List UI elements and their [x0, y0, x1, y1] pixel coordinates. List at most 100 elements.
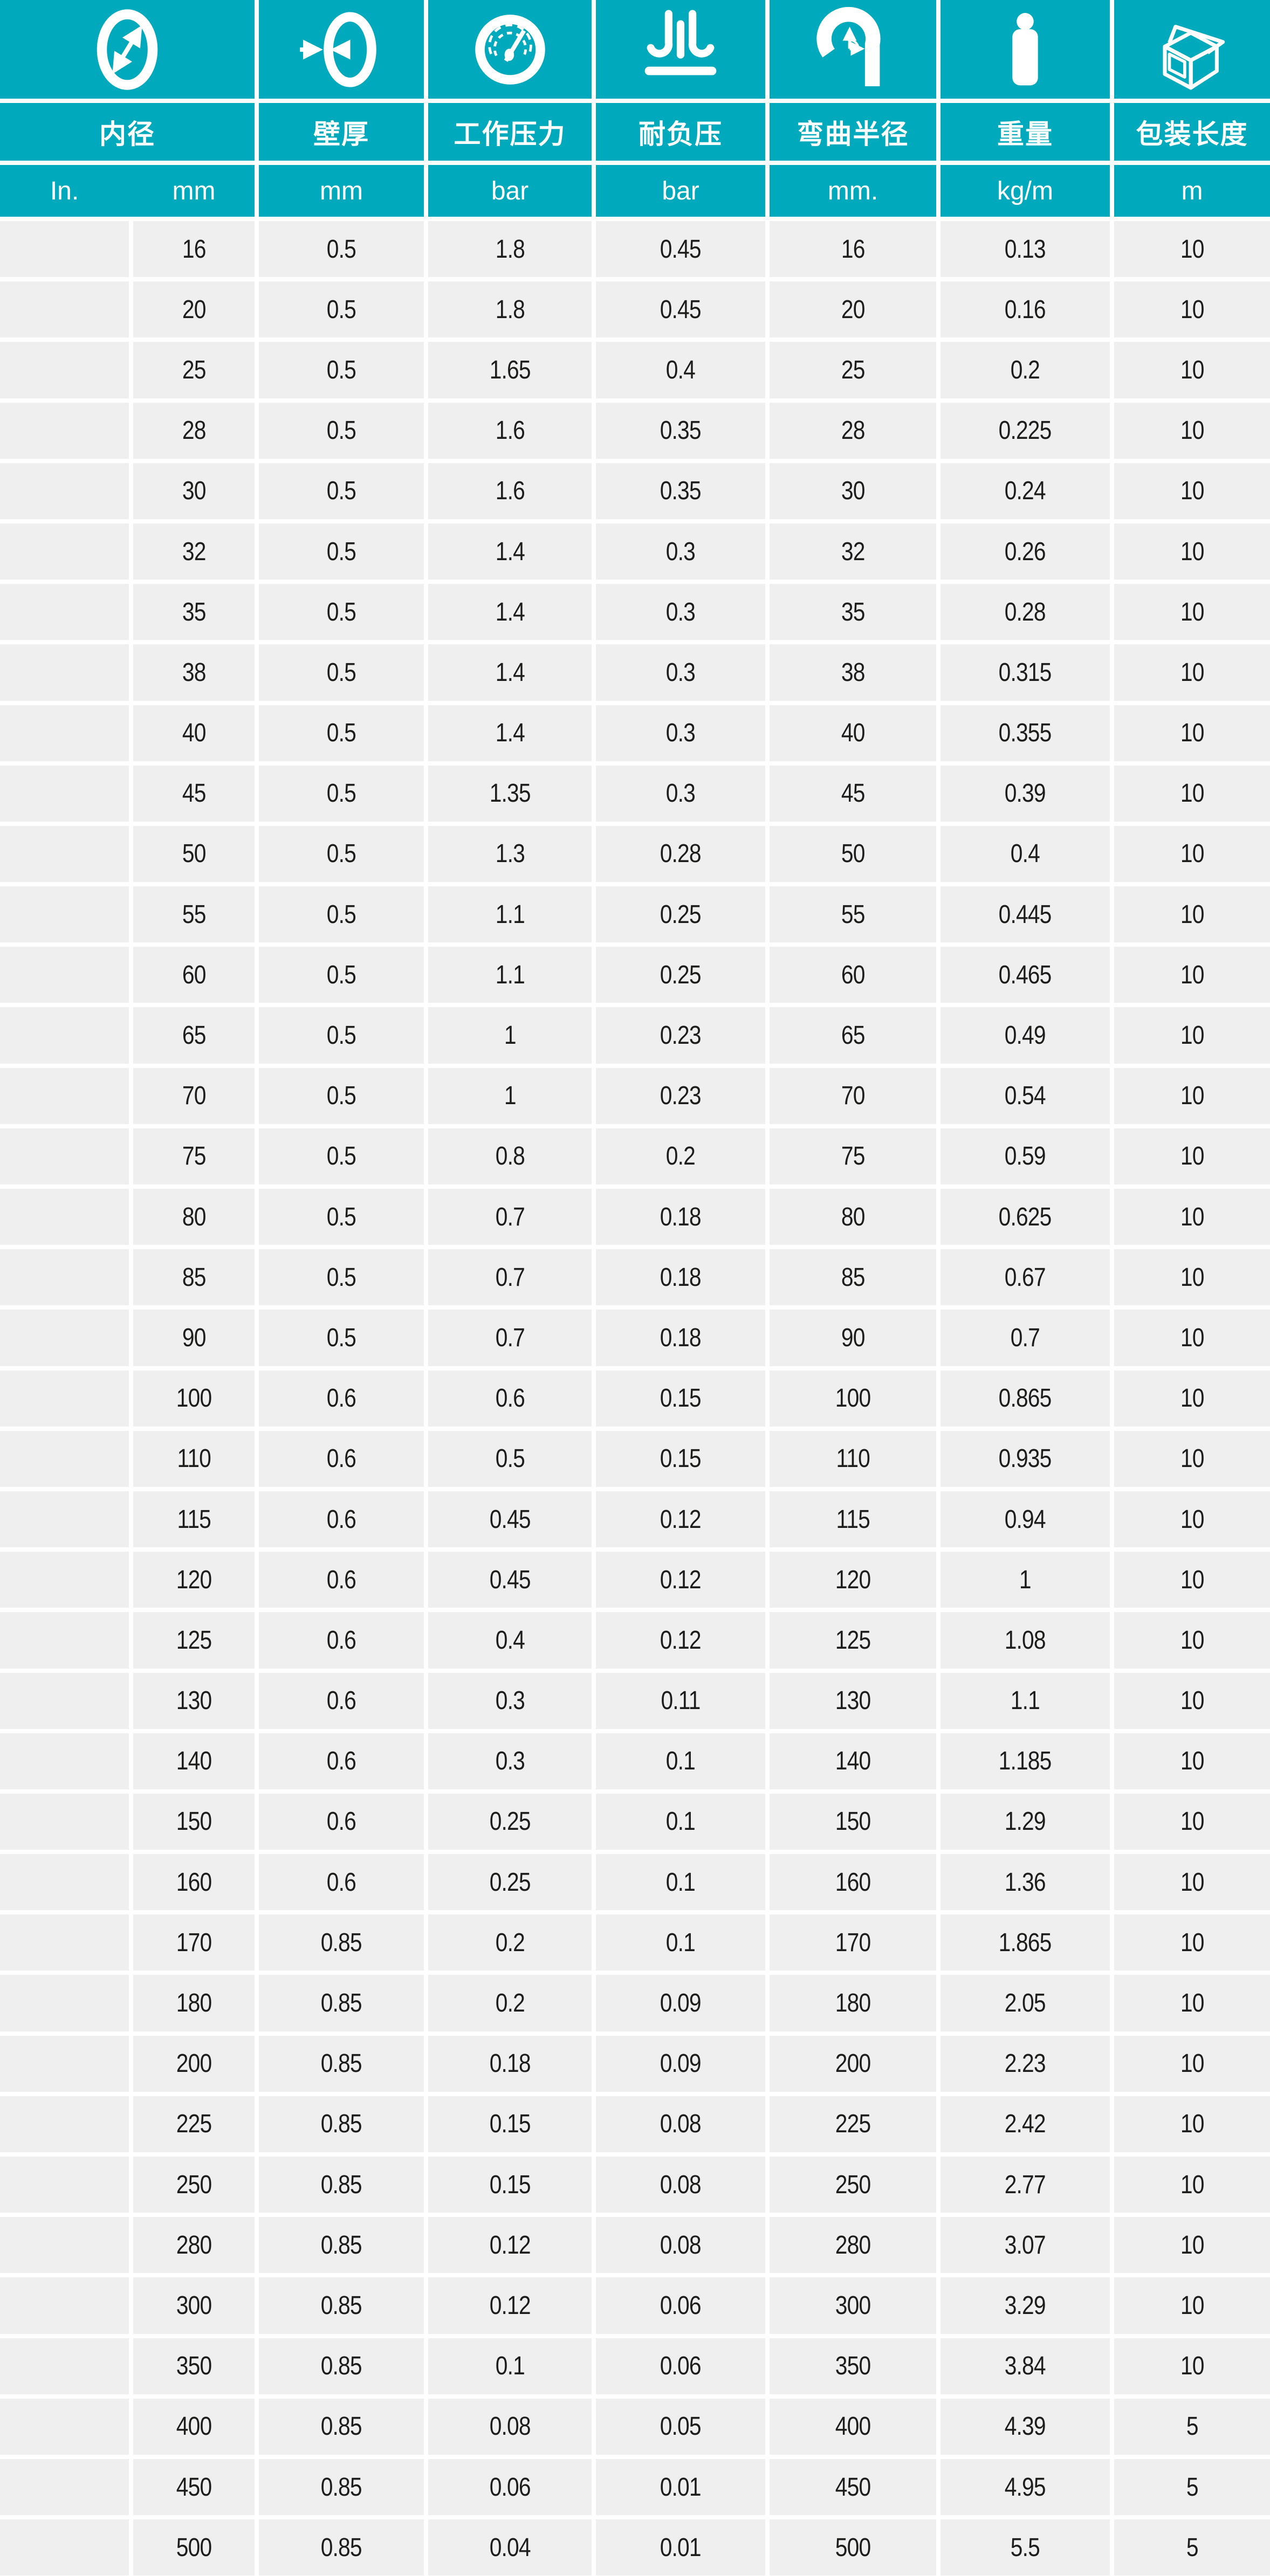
cell-wall-thickness: 0.5	[259, 1007, 424, 1064]
cell-inner-diameter-mm: 500	[133, 2519, 255, 2576]
cell-bend-radius: 25	[770, 342, 936, 398]
cell-vacuum-resistance: 0.28	[596, 825, 765, 883]
unit-package-length: m	[1114, 165, 1270, 217]
bend-radius-icon-cell	[770, 0, 936, 99]
unit-bend-radius: mm.	[770, 165, 936, 217]
cell-working-pressure: 0.4	[428, 1612, 592, 1669]
cell-weight: 3.84	[941, 2338, 1110, 2394]
cell-vacuum-resistance: 0.18	[596, 1249, 765, 1306]
cell-package-length: 10	[1114, 584, 1270, 640]
cell-working-pressure: 1.6	[428, 463, 592, 519]
cell-wall-thickness: 0.6	[259, 1672, 424, 1729]
cell-inner-diameter-mm: 170	[133, 1914, 255, 1971]
cell-weight: 1.1	[941, 1672, 1110, 1729]
cell-wall-thickness: 0.5	[259, 281, 424, 338]
cell-inner-diameter-mm: 350	[133, 2338, 255, 2394]
cell-inner-diameter-inches	[0, 644, 129, 701]
cell-inner-diameter-mm: 225	[133, 2096, 255, 2152]
cell-working-pressure: 1	[428, 1067, 592, 1124]
cell-inner-diameter-inches	[0, 2277, 129, 2334]
cell-bend-radius: 40	[770, 705, 936, 761]
cell-working-pressure: 0.7	[428, 1310, 592, 1366]
table-row: 120 0.6 0.45 0.12 120 1 10	[0, 1552, 1270, 1608]
cell-package-length: 10	[1114, 2157, 1270, 2213]
table-row: 50 0.5 1.3 0.28 50 0.4 10	[0, 825, 1270, 883]
cell-working-pressure: 1.1	[428, 886, 592, 943]
cell-bend-radius: 170	[770, 1914, 936, 1971]
cell-package-length: 10	[1114, 1854, 1270, 1911]
cell-bend-radius: 115	[770, 1491, 936, 1548]
cell-weight: 2.05	[941, 1975, 1110, 2031]
cell-wall-thickness: 0.5	[259, 825, 424, 883]
cell-inner-diameter-mm: 28	[133, 402, 255, 459]
cell-wall-thickness: 0.5	[259, 402, 424, 459]
table-row: 40 0.5 1.4 0.3 40 0.355 10	[0, 705, 1270, 761]
cell-vacuum-resistance: 0.1	[596, 1733, 765, 1789]
column-label-working-pressure: 工作压力	[428, 103, 592, 161]
cell-package-length: 10	[1114, 463, 1270, 519]
cell-wall-thickness: 0.6	[259, 1552, 424, 1608]
cell-working-pressure: 0.3	[428, 1733, 592, 1789]
cell-package-length: 5	[1114, 2519, 1270, 2576]
cell-bend-radius: 70	[770, 1067, 936, 1124]
cell-weight: 0.4	[941, 825, 1110, 883]
cell-package-length: 10	[1114, 1067, 1270, 1124]
cell-weight: 0.355	[941, 705, 1110, 761]
cell-vacuum-resistance: 0.3	[596, 523, 765, 580]
cell-weight: 0.625	[941, 1189, 1110, 1245]
cell-wall-thickness: 0.6	[259, 1430, 424, 1487]
cell-inner-diameter-inches	[0, 1007, 129, 1064]
cell-vacuum-resistance: 0.45	[596, 221, 765, 278]
cell-inner-diameter-mm: 40	[133, 705, 255, 761]
cell-inner-diameter-inches	[0, 1128, 129, 1184]
cell-bend-radius: 85	[770, 1249, 936, 1306]
cell-weight: 0.16	[941, 281, 1110, 338]
cell-bend-radius: 110	[770, 1430, 936, 1487]
cell-package-length: 10	[1114, 1249, 1270, 1306]
cell-package-length: 10	[1114, 947, 1270, 1003]
cell-inner-diameter-mm: 20	[133, 281, 255, 338]
cell-working-pressure: 0.5	[428, 1430, 592, 1487]
cell-bend-radius: 125	[770, 1612, 936, 1669]
cell-vacuum-resistance: 0.18	[596, 1189, 765, 1245]
cell-bend-radius: 55	[770, 886, 936, 943]
cell-inner-diameter-mm: 120	[133, 1552, 255, 1608]
cell-inner-diameter-inches	[0, 402, 129, 459]
cell-package-length: 10	[1114, 1430, 1270, 1487]
table-row: 100 0.6 0.6 0.15 100 0.865 10	[0, 1370, 1270, 1427]
cell-inner-diameter-mm: 45	[133, 765, 255, 822]
cell-package-length: 10	[1114, 1552, 1270, 1608]
table-row: 55 0.5 1.1 0.25 55 0.445 10	[0, 886, 1270, 943]
cell-package-length: 10	[1114, 281, 1270, 338]
cell-vacuum-resistance: 0.08	[596, 2096, 765, 2152]
table-row: 75 0.5 0.8 0.2 75 0.59 10	[0, 1128, 1270, 1184]
cell-weight: 0.2	[941, 342, 1110, 398]
cell-weight: 2.77	[941, 2157, 1110, 2213]
cell-bend-radius: 28	[770, 402, 936, 459]
cell-package-length: 10	[1114, 1189, 1270, 1245]
cell-inner-diameter-mm: 25	[133, 342, 255, 398]
cell-working-pressure: 1.4	[428, 584, 592, 640]
cell-inner-diameter-mm: 16	[133, 221, 255, 278]
header-icon-row	[0, 0, 1270, 99]
cell-inner-diameter-mm: 65	[133, 1007, 255, 1064]
cell-vacuum-resistance: 0.09	[596, 1975, 765, 2031]
cell-package-length: 5	[1114, 2458, 1270, 2516]
cell-vacuum-resistance: 0.12	[596, 1552, 765, 1608]
cell-weight: 0.225	[941, 402, 1110, 459]
cell-wall-thickness: 0.5	[259, 1310, 424, 1366]
cell-wall-thickness: 0.85	[259, 2458, 424, 2516]
cell-inner-diameter-inches	[0, 2398, 129, 2455]
cell-bend-radius: 500	[770, 2519, 936, 2576]
cell-package-length: 10	[1114, 825, 1270, 883]
cell-package-length: 10	[1114, 221, 1270, 278]
cell-vacuum-resistance: 0.01	[596, 2458, 765, 2516]
cell-weight: 0.94	[941, 1491, 1110, 1548]
cell-inner-diameter-mm: 115	[133, 1491, 255, 1548]
package-length-icon-cell	[1114, 0, 1270, 99]
package-icon	[1162, 24, 1225, 89]
cell-wall-thickness: 0.6	[259, 1370, 424, 1427]
cell-vacuum-resistance: 0.06	[596, 2277, 765, 2334]
cell-vacuum-resistance: 0.18	[596, 1310, 765, 1366]
cell-wall-thickness: 0.85	[259, 1975, 424, 2031]
